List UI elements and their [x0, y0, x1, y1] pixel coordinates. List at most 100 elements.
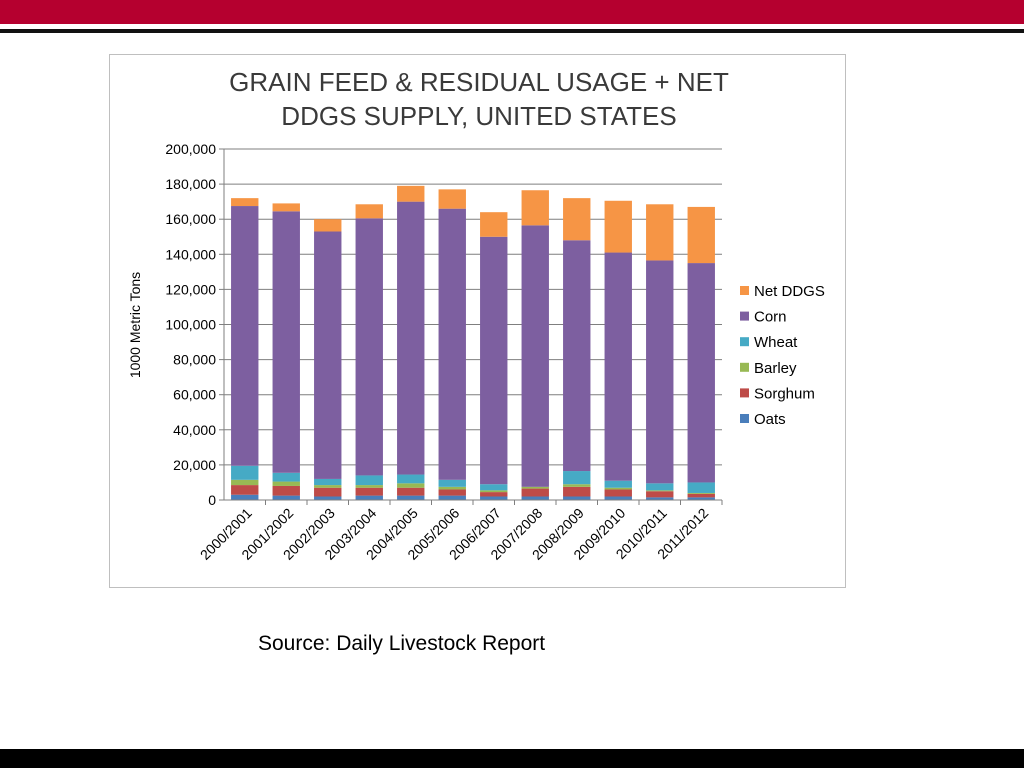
bar-segment-wheat — [438, 479, 466, 487]
legend-swatch-barley — [740, 362, 749, 372]
bar-segment-net-ddgs — [397, 185, 425, 202]
bar-segment-corn — [314, 231, 342, 479]
y-tick-label: 200,000 — [165, 141, 216, 157]
stacked-bar-chart: 0 20,000 40,000 60,000 80,000 100,000 120,000 1… — [127, 67, 825, 563]
bar-segment-corn — [563, 240, 591, 472]
bar-segment-net-ddgs — [355, 204, 383, 219]
bar-segment-barley — [314, 485, 342, 488]
bar-segment-barley — [355, 485, 383, 488]
bottom-bar — [0, 749, 1024, 768]
bar-segment-corn — [272, 211, 300, 473]
bar-segment-wheat — [355, 475, 383, 486]
bar-segment-corn — [604, 252, 632, 481]
y-tick-label: 140,000 — [165, 246, 216, 262]
bar-segment-corn — [397, 201, 425, 475]
bar-segment-sorghum — [687, 493, 715, 498]
y-axis-label: 1000 Metric Tons — [127, 272, 143, 378]
bar-segment-net-ddgs — [646, 204, 674, 261]
bar-segment-net-ddgs — [604, 200, 632, 253]
bar-segment-wheat — [687, 482, 715, 493]
bar-segment-sorghum — [646, 491, 674, 498]
source-caption: Source: Daily Livestock Report — [258, 632, 546, 655]
bar-segment-corn — [687, 263, 715, 483]
bar-segment-oats — [687, 497, 715, 500]
y-tick-label: 0 — [208, 492, 216, 508]
y-tick-label: 100,000 — [165, 317, 216, 333]
bar-segment-sorghum — [314, 487, 342, 497]
bar-segment-barley — [604, 487, 632, 490]
bar-segment-oats — [272, 495, 300, 500]
bar-segment-oats — [480, 496, 508, 500]
bar-segment-oats — [563, 496, 591, 500]
legend-label-sorghum: Sorghum — [754, 385, 815, 402]
bar-segment-barley — [480, 490, 508, 493]
bar-segment-oats — [355, 495, 383, 500]
bar-segment-wheat — [480, 484, 508, 491]
bar-segment-sorghum — [397, 487, 425, 496]
bar-segment-net-ddgs — [272, 203, 300, 212]
y-tick-label: 20,000 — [173, 457, 216, 473]
y-tick-label: 120,000 — [165, 281, 216, 297]
bar-segment-barley — [521, 486, 549, 489]
bar-segment-oats — [646, 497, 674, 500]
legend-label-net-ddgs: Net DDGS — [754, 283, 825, 300]
legend-label-oats: Oats — [754, 411, 786, 428]
bar-segment-wheat — [231, 465, 259, 480]
legend-swatch-wheat — [740, 337, 749, 347]
y-tick-label: 60,000 — [173, 387, 216, 403]
bar-segment-sorghum — [480, 492, 508, 497]
legend-swatch-sorghum — [740, 388, 749, 398]
legend-label-corn: Corn — [754, 309, 787, 326]
bar-segment-wheat — [563, 471, 591, 485]
bar-segment-barley — [563, 484, 591, 487]
bar-segment-net-ddgs — [438, 189, 466, 209]
top-accent-bar — [0, 0, 1024, 24]
bar-segment-net-ddgs — [687, 206, 715, 264]
bar-segment-barley — [231, 479, 259, 486]
bar-segment-sorghum — [563, 486, 591, 497]
bar-segment-sorghum — [604, 489, 632, 497]
legend-swatch-corn — [740, 311, 749, 321]
bar-segment-barley — [438, 486, 466, 490]
bar-segment-net-ddgs — [314, 219, 342, 232]
legend-label-barley: Barley — [754, 360, 797, 377]
bar-segment-oats — [314, 496, 342, 500]
bar-segment-corn — [231, 206, 259, 466]
bar-segment-net-ddgs — [563, 198, 591, 241]
legend-label-wheat: Wheat — [754, 334, 798, 351]
bar-segment-barley — [397, 483, 425, 488]
bar-segment-net-ddgs — [521, 190, 549, 226]
bar-segment-wheat — [646, 483, 674, 491]
chart-title-line-2: DDGS SUPPLY, UNITED STATES — [281, 101, 676, 131]
bar-segment-barley — [646, 490, 674, 492]
legend-swatch-oats — [740, 414, 749, 423]
bar-segment-wheat — [314, 478, 342, 486]
bar-segment-sorghum — [272, 485, 300, 496]
bar-segment-wheat — [272, 472, 300, 482]
legend-swatch-net-ddgs — [740, 286, 749, 295]
chart-title-line-1: GRAIN FEED & RESIDUAL USAGE + NET — [229, 67, 729, 97]
bar-segment-corn — [438, 208, 466, 480]
top-divider-line — [0, 29, 1024, 33]
bar-segment-wheat — [397, 474, 425, 484]
bar-segment-sorghum — [355, 487, 383, 496]
bar-segment-corn — [355, 218, 383, 476]
bar-segment-net-ddgs — [231, 198, 259, 207]
bar-segment-oats — [521, 496, 549, 500]
bar-segment-oats — [231, 494, 259, 500]
bar-segment-corn — [646, 260, 674, 484]
bar-segment-corn — [521, 225, 549, 487]
y-tick-label: 80,000 — [173, 352, 216, 368]
chart-frame: 0 20,000 40,000 60,000 80,000 100,000 120,000 1… — [109, 54, 846, 588]
bar-segment-oats — [438, 495, 466, 500]
bar-segment-sorghum — [438, 489, 466, 496]
bar-segment-corn — [480, 236, 508, 485]
y-tick-label: 180,000 — [165, 176, 216, 192]
bar-segment-sorghum — [521, 488, 549, 497]
bar-segment-sorghum — [231, 485, 259, 495]
bar-segment-barley — [272, 481, 300, 486]
bar-segment-wheat — [604, 480, 632, 488]
bar-segment-oats — [604, 496, 632, 500]
y-tick-label: 40,000 — [173, 422, 216, 438]
bar-segment-barley — [687, 492, 715, 494]
